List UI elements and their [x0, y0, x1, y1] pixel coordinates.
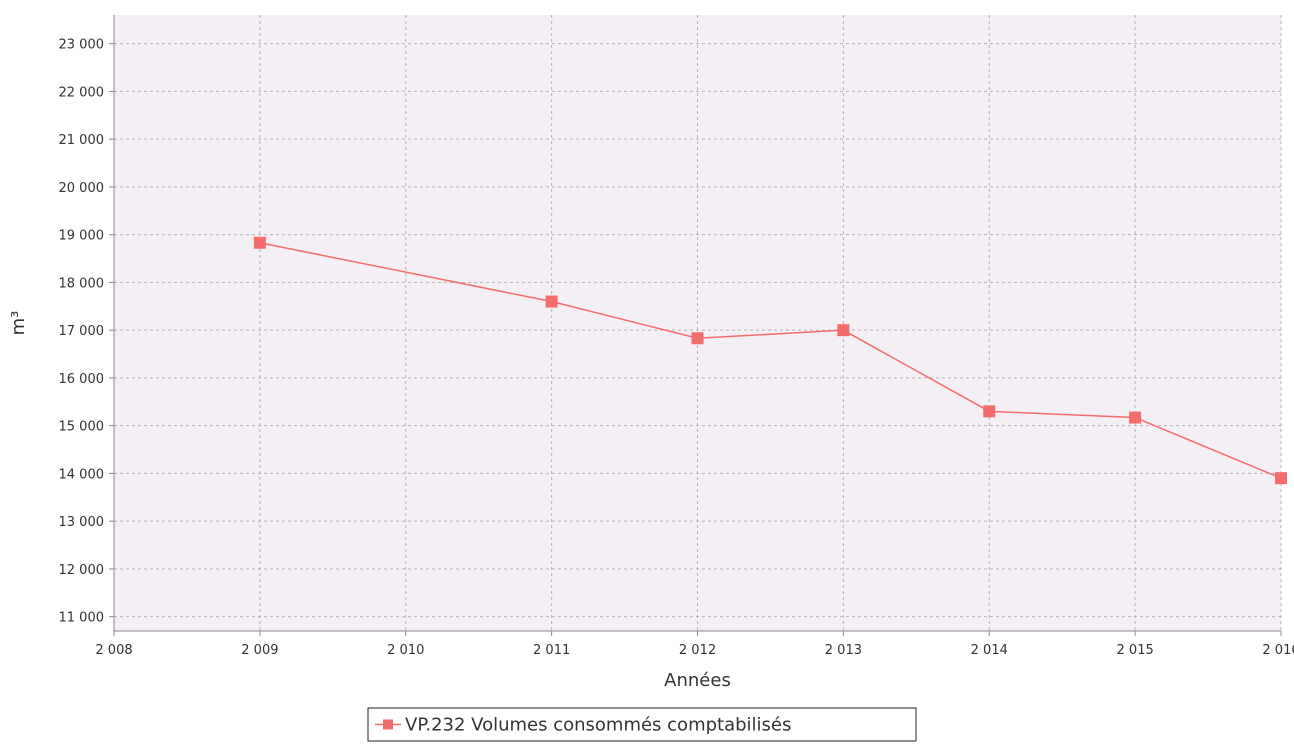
legend-series-label: VP.232 Volumes consommés comptabilisés — [405, 715, 791, 736]
legend-box — [367, 707, 917, 742]
y-tick-label: 21 000 — [59, 133, 105, 148]
y-tick-label: 19 000 — [59, 229, 105, 244]
x-tick-label: 2 016 — [1262, 643, 1294, 658]
series — [253, 236, 1287, 485]
data-point — [545, 295, 558, 308]
data-point — [1129, 411, 1142, 424]
data-point — [253, 236, 266, 249]
data-point — [691, 332, 704, 345]
y-tick-label: 12 000 — [59, 563, 105, 578]
x-axis-ticks: 2 008 2 009 2 010 2 011 2 012 2 013 2 014 2 015… — [95, 631, 1294, 658]
y-tick-label: 20 000 — [59, 181, 105, 196]
y-axis-ticks: 11 000 12 000 13 000 14 000 15 000 16 000 17 0… — [59, 38, 114, 626]
data-point — [1275, 472, 1287, 485]
y-tick-label: 23 000 — [59, 38, 105, 53]
legend-marker-square — [383, 719, 393, 730]
x-tick-label: 2 011 — [533, 643, 570, 658]
grid — [113, 15, 1282, 631]
x-tick-label: 2 010 — [387, 643, 424, 658]
y-tick-label: 16 000 — [59, 372, 105, 387]
x-axis-title: Années — [664, 670, 731, 691]
y-tick-label: 15 000 — [59, 420, 105, 435]
legend: VP.232 Volumes consommés comptabilisés — [367, 707, 917, 742]
x-tick-label: 2 008 — [95, 643, 132, 658]
x-tick-label: 2 013 — [825, 643, 862, 658]
x-tick-label: 2 012 — [679, 643, 716, 658]
y-tick-label: 13 000 — [59, 515, 105, 530]
y-tick-label: 22 000 — [59, 85, 105, 100]
y-tick-label: 18 000 — [59, 276, 105, 291]
y-tick-label: 14 000 — [59, 467, 105, 482]
y-tick-label: 11 000 — [59, 611, 105, 626]
x-tick-label: 2 014 — [971, 643, 1008, 658]
x-tick-label: 2 015 — [1117, 643, 1154, 658]
data-point — [983, 405, 996, 418]
data-point — [837, 324, 850, 337]
x-tick-label: 2 009 — [241, 643, 278, 658]
y-axis-title: m³ — [8, 311, 29, 336]
y-tick-label: 17 000 — [59, 324, 105, 339]
